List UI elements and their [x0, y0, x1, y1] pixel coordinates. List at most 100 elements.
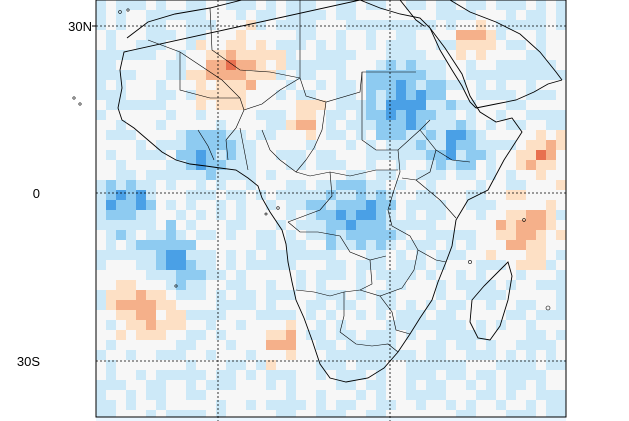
anomaly-cell: [436, 210, 446, 220]
anomaly-cell: [516, 150, 526, 160]
anomaly-cell: [376, 230, 386, 240]
anomaly-cell: [276, 330, 286, 340]
anomaly-cell: [96, 330, 106, 340]
anomaly-cell: [466, 60, 476, 70]
anomaly-cell: [186, 250, 196, 260]
anomaly-cell: [456, 90, 466, 100]
anomaly-cell: [176, 10, 186, 20]
anomaly-cell: [236, 40, 246, 50]
anomaly-cell: [536, 350, 546, 360]
anomaly-cell: [176, 290, 186, 300]
anomaly-cell: [406, 200, 416, 210]
anomaly-cell: [416, 100, 426, 110]
anomaly-cell: [106, 340, 116, 350]
anomaly-cell: [116, 300, 126, 310]
anomaly-cell: [106, 230, 116, 240]
anomaly-cell: [536, 90, 546, 100]
anomaly-cell: [526, 200, 536, 210]
anomaly-cell: [456, 190, 466, 200]
anomaly-cell: [146, 40, 156, 50]
anomaly-cell: [286, 300, 296, 310]
anomaly-cell: [336, 350, 346, 360]
anomaly-cell: [556, 170, 566, 180]
anomaly-cell: [546, 110, 556, 120]
anomaly-cell: [206, 310, 216, 320]
anomaly-cell: [126, 120, 136, 130]
anomaly-cell: [516, 240, 526, 250]
anomaly-cell: [476, 210, 486, 220]
anomaly-cell: [436, 180, 446, 190]
anomaly-cell: [436, 410, 446, 417]
anomaly-cell: [156, 410, 166, 417]
anomaly-cell: [116, 50, 126, 60]
anomaly-cell: [346, 210, 356, 220]
anomaly-cell: [146, 60, 156, 70]
anomaly-cell: [536, 110, 546, 120]
anomaly-cell: [196, 110, 206, 120]
anomaly-cell: [276, 220, 286, 230]
anomaly-cell: [216, 50, 226, 60]
anomaly-cell: [406, 290, 416, 300]
anomaly-cell: [236, 390, 246, 400]
anomaly-cell: [236, 410, 246, 417]
anomaly-cell: [306, 10, 316, 20]
anomaly-cell: [336, 320, 346, 330]
anomaly-cell: [156, 360, 166, 370]
anomaly-cell: [336, 160, 346, 170]
anomaly-cell: [306, 400, 316, 410]
anomaly-cell: [226, 250, 236, 260]
anomaly-cell: [496, 190, 506, 200]
anomaly-cell: [146, 410, 156, 417]
anomaly-cell: [216, 10, 226, 20]
anomaly-cell: [106, 60, 116, 70]
anomaly-cell: [216, 270, 226, 280]
anomaly-cell: [446, 100, 456, 110]
anomaly-cell: [166, 160, 176, 170]
anomaly-cell: [406, 230, 416, 240]
anomaly-cell: [446, 260, 456, 270]
anomaly-cell: [96, 130, 106, 140]
anomaly-cell: [496, 150, 506, 160]
anomaly-cell: [96, 370, 106, 380]
anomaly-cell: [476, 20, 486, 30]
anomaly-cell: [126, 250, 136, 260]
anomaly-cell: [526, 350, 536, 360]
anomaly-cell: [106, 270, 116, 280]
anomaly-cell: [356, 140, 366, 150]
anomaly-cell: [206, 100, 216, 110]
anomaly-cell: [126, 300, 136, 310]
anomaly-cell: [416, 310, 426, 320]
anomaly-cell: [126, 170, 136, 180]
anomaly-cell: [406, 310, 416, 320]
anomaly-cell: [296, 0, 306, 10]
anomaly-cell: [126, 50, 136, 60]
anomaly-cell: [306, 140, 316, 150]
anomaly-cell: [356, 110, 366, 120]
anomaly-cell: [126, 390, 136, 400]
anomaly-cell: [356, 180, 366, 190]
anomaly-cell: [356, 390, 366, 400]
anomaly-cell: [266, 300, 276, 310]
anomaly-cell: [366, 170, 376, 180]
anomaly-cell: [416, 20, 426, 30]
anomaly-cell: [546, 160, 556, 170]
anomaly-cell: [116, 0, 126, 10]
anomaly-cell: [306, 290, 316, 300]
anomaly-cell: [436, 90, 446, 100]
coastline-africa: [117, 0, 563, 383]
anomaly-cell: [156, 120, 166, 130]
anomaly-cell: [486, 410, 496, 417]
anomaly-cell: [246, 250, 256, 260]
anomaly-cell: [206, 180, 216, 190]
anomaly-cell: [436, 300, 446, 310]
anomaly-cell: [376, 0, 386, 10]
anomaly-cell: [256, 160, 266, 170]
anomaly-cell: [146, 250, 156, 260]
anomaly-cell: [206, 260, 216, 270]
anomaly-cell: [126, 0, 136, 10]
anomaly-cell: [196, 240, 206, 250]
anomaly-cell: [346, 310, 356, 320]
anomaly-cell: [556, 70, 566, 80]
anomaly-cell: [446, 170, 456, 180]
anomaly-cell: [306, 150, 316, 160]
